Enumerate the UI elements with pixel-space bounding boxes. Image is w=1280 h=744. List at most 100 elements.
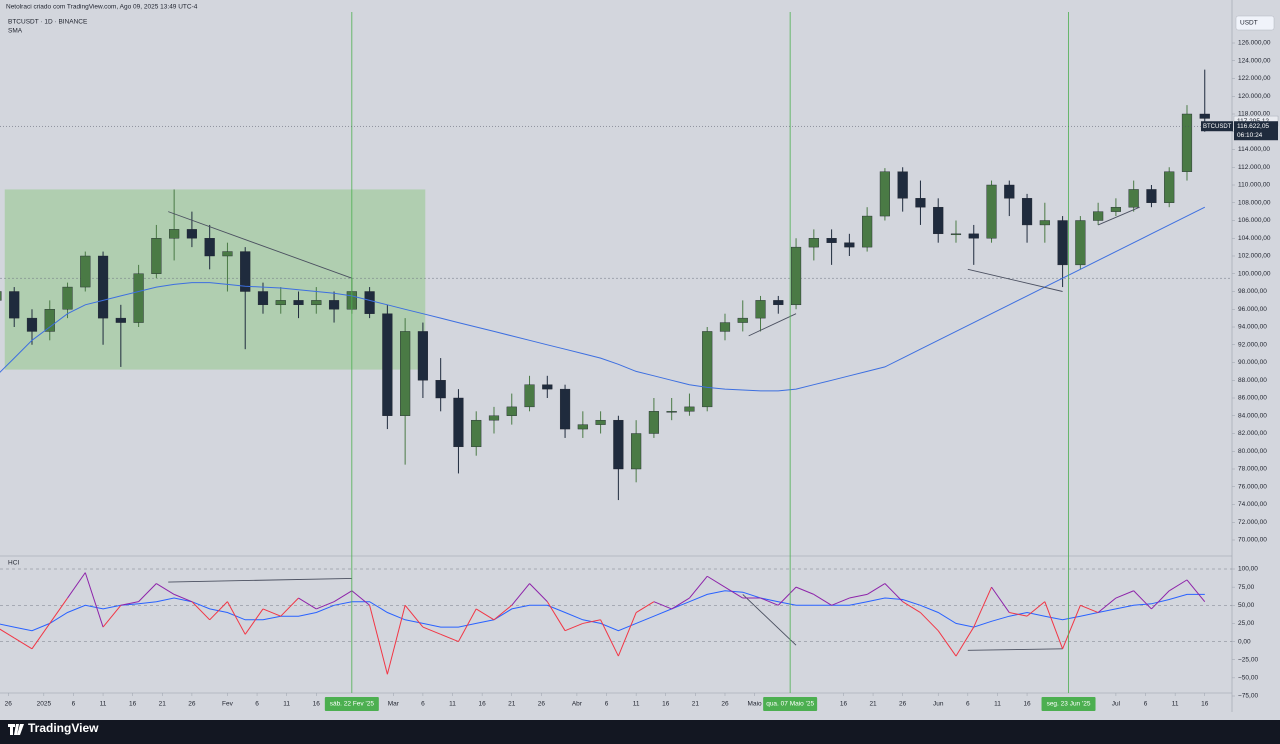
candle-body xyxy=(1093,211,1104,221)
x-tick-label: 21 xyxy=(159,701,167,708)
candle-body xyxy=(62,286,73,310)
oscillator-segment xyxy=(1151,590,1170,610)
candle-body xyxy=(879,171,890,217)
oscillator-segment xyxy=(458,608,477,642)
oscillator-segment xyxy=(795,586,815,595)
y-tick-label: 50,00 xyxy=(1238,602,1255,609)
x-tick-label: 2025 xyxy=(37,701,52,708)
y-tick-label: 120.000,00 xyxy=(1238,93,1271,100)
candle-body xyxy=(26,317,38,332)
indicator-label: SMA xyxy=(8,28,23,35)
candle-body xyxy=(151,238,162,274)
candle-body xyxy=(1057,220,1068,266)
oscillator-segment xyxy=(1115,590,1134,599)
x-tick-label: 6 xyxy=(255,701,259,708)
oscillator-segment xyxy=(706,575,726,588)
y-tick-label: 100.000,00 xyxy=(1238,270,1271,277)
y-tick-label: 72.000,00 xyxy=(1238,519,1267,526)
candle-body xyxy=(524,384,535,408)
trendline xyxy=(967,648,1063,651)
trendline xyxy=(168,577,352,583)
x-tick-label: 26 xyxy=(5,701,13,708)
x-tick-label: Maio xyxy=(748,701,762,708)
oscillator-segment xyxy=(991,586,1010,613)
oscillator-segment xyxy=(475,608,495,621)
oscillator-segment xyxy=(973,586,992,628)
candle-body xyxy=(559,388,571,430)
marker-label-box xyxy=(763,697,818,711)
candle-body xyxy=(702,331,713,408)
oscillator-segment xyxy=(582,619,601,624)
x-tick-label: 16 xyxy=(1023,701,1031,708)
y-tick-label: 104.000,00 xyxy=(1238,235,1271,242)
candle-body xyxy=(1021,198,1033,226)
y-tick-label: 118.000,00 xyxy=(1238,111,1270,118)
candle-body xyxy=(364,291,375,314)
y-tick-label: 80.000,00 xyxy=(1238,448,1267,455)
x-tick-label: 16 xyxy=(840,701,848,708)
x-tick-label: 26 xyxy=(899,701,907,708)
y-tick-label: 92.000,00 xyxy=(1238,341,1267,348)
oscillator-segment xyxy=(884,583,904,603)
candle-body xyxy=(1075,220,1086,266)
candle-body xyxy=(1039,220,1050,226)
x-tick-label: 11 xyxy=(994,701,1001,708)
y-tick-label: 102.000,00 xyxy=(1238,253,1271,260)
oscillator-segment xyxy=(227,601,246,635)
oscillator-segment xyxy=(617,612,637,657)
x-tick-label: 6 xyxy=(421,701,425,708)
oscillator-segment xyxy=(902,601,921,613)
oscillator-segment xyxy=(386,605,406,675)
oscillator-segment xyxy=(546,601,566,631)
oscillator-segment xyxy=(955,626,975,657)
candle-body xyxy=(862,215,873,248)
candle-body xyxy=(631,433,642,470)
candle-body xyxy=(293,300,304,306)
sma-line xyxy=(0,206,1206,392)
symbol-tag-box xyxy=(1201,121,1233,132)
y-tick-label: 126.000,00 xyxy=(1238,40,1271,47)
oscillator-segment xyxy=(600,619,619,657)
oscillator-segment xyxy=(689,575,708,599)
candle-body xyxy=(44,309,55,332)
candle-body xyxy=(311,300,322,306)
x-tick-label: Jul xyxy=(1112,701,1121,708)
candle-body xyxy=(222,251,233,257)
oscillator-segment xyxy=(316,601,335,610)
oscillator-segment xyxy=(777,586,797,606)
x-tick-label: 11 xyxy=(633,701,640,708)
trendline xyxy=(748,313,797,337)
oscillator-segment xyxy=(120,601,139,606)
currency-label[interactable]: USDT xyxy=(1240,20,1258,27)
oscillator-segment xyxy=(1044,601,1064,650)
countdown-label: 06:10:24 xyxy=(1237,132,1263,139)
candle-body xyxy=(435,380,446,399)
zone xyxy=(4,189,426,370)
x-tick-label: Abr xyxy=(572,701,583,708)
oscillator-segment xyxy=(1062,605,1081,650)
y-tick-label: −50,00 xyxy=(1238,675,1258,682)
x-tick-label: 21 xyxy=(508,701,516,708)
x-tick-label: 16 xyxy=(479,701,487,708)
y-tick-label: 88.000,00 xyxy=(1238,377,1267,384)
y-tick-label: 112.000,00 xyxy=(1238,164,1270,171)
oscillator-segment xyxy=(831,597,850,606)
oscillator-segment xyxy=(1168,579,1188,592)
y-tick-label: 96.000,00 xyxy=(1238,306,1267,313)
currency-button[interactable] xyxy=(1235,15,1275,31)
oscillator-segment xyxy=(1133,590,1152,610)
candle-body xyxy=(915,198,926,208)
candle-body xyxy=(986,184,997,239)
indicator-label: HCI xyxy=(8,560,19,567)
candle-body xyxy=(808,238,819,248)
oscillator-segment xyxy=(849,593,868,599)
oscillator-segment xyxy=(84,572,104,628)
x-tick-label: 16 xyxy=(1201,701,1209,708)
symbol-line: BTCUSDT · 1D · BINANCE xyxy=(8,19,88,26)
candle-body xyxy=(97,255,109,319)
x-tick-label: 26 xyxy=(188,701,196,708)
last-price-label: 116.622,05 xyxy=(1237,123,1269,130)
candle-body xyxy=(826,238,837,243)
x-tick-label: 16 xyxy=(313,701,321,708)
